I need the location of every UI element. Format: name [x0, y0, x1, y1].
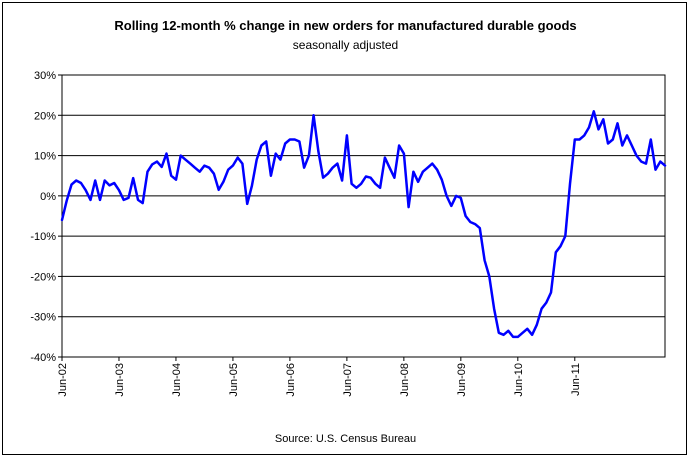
y-axis-ticks: 30% 20% 10% 0% -10% -20% -30% -40% [30, 70, 62, 364]
source-note: Source: U.S. Census Bureau [274, 433, 417, 445]
y-tick-label: -30% [30, 312, 56, 324]
y-tick-label: -10% [30, 231, 56, 243]
y-tick-label: 20% [34, 110, 56, 122]
y-tick-label: 30% [34, 70, 56, 82]
x-tick-label: Jun-11 [570, 363, 582, 396]
x-tick-label: Jun-03 [114, 363, 126, 397]
chart-title: Rolling 12-month % change in new orders … [114, 18, 577, 33]
y-tick-label: -40% [30, 352, 56, 364]
x-tick-label: Jun-10 [513, 363, 525, 397]
chart-subtitle: seasonally adjusted [292, 38, 399, 52]
x-tick-label: Jun-08 [399, 363, 411, 397]
x-tick-label: Jun-02 [57, 363, 69, 397]
series-line [60, 110, 667, 339]
gridlines [62, 114, 665, 318]
x-tick-label: Jun-05 [228, 363, 240, 397]
y-tick-label: -20% [30, 271, 56, 283]
x-tick-label: Jun-06 [285, 363, 297, 397]
y-tick-label: 10% [34, 151, 56, 163]
plot-area-border [61, 74, 666, 358]
x-tick-label: Jun-07 [342, 363, 354, 397]
x-tick-label: Jun-09 [456, 363, 468, 397]
x-tick-label: Jun-04 [171, 363, 183, 397]
y-tick-label: 0% [40, 191, 56, 203]
series-layer [60, 110, 667, 339]
x-axis-ticks: Jun-02 Jun-03 Jun-04 Jun-05 Jun-06 Jun-07 Jun-… [57, 357, 582, 397]
chart-frame [2, 2, 687, 455]
